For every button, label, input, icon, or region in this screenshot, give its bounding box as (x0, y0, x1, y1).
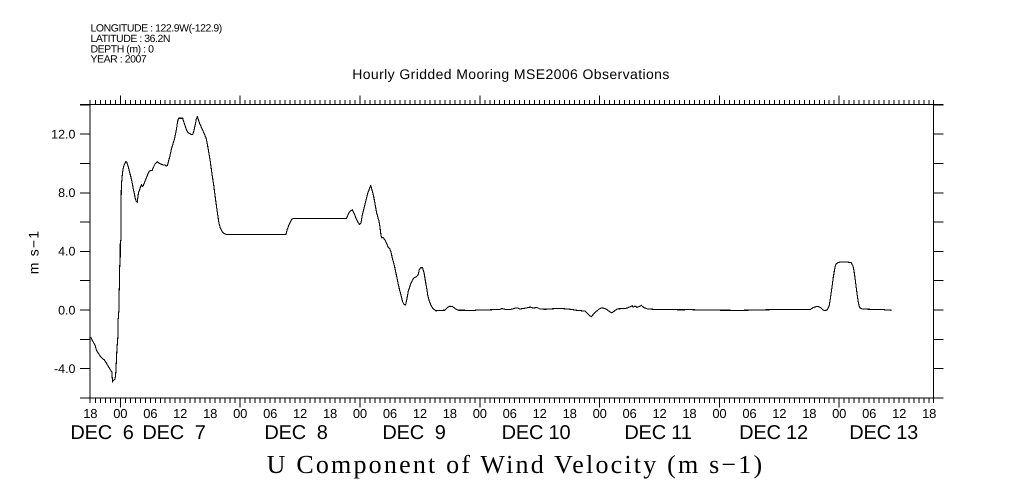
svg-text:18: 18 (83, 406, 97, 421)
svg-text:0.0: 0.0 (58, 303, 75, 317)
svg-text:06: 06 (143, 406, 157, 421)
svg-text:18: 18 (323, 406, 337, 421)
svg-text:DEC 7: DEC 7 (142, 422, 205, 444)
svg-text:12: 12 (173, 406, 187, 421)
svg-text:18: 18 (443, 406, 457, 421)
svg-text:00: 00 (832, 406, 846, 421)
svg-text:DEC 6: DEC 6 (70, 422, 133, 444)
svg-text:8.0: 8.0 (58, 186, 75, 200)
svg-text:DEC 8: DEC 8 (264, 422, 327, 444)
svg-text:06: 06 (862, 406, 876, 421)
svg-text:12: 12 (413, 406, 427, 421)
svg-text:DEC 13: DEC 13 (849, 422, 918, 444)
svg-text:06: 06 (622, 406, 636, 421)
svg-text:4.0: 4.0 (58, 245, 75, 259)
svg-text:00: 00 (712, 406, 726, 421)
svg-text:18: 18 (682, 406, 696, 421)
svg-text:12: 12 (892, 406, 906, 421)
svg-text:YEAR : 2007: YEAR : 2007 (91, 54, 147, 66)
svg-text:18: 18 (802, 406, 816, 421)
svg-text:12: 12 (293, 406, 307, 421)
svg-text:06: 06 (742, 406, 756, 421)
svg-text:-4.0: -4.0 (54, 362, 76, 376)
svg-text:00: 00 (353, 406, 367, 421)
svg-text:18: 18 (922, 406, 936, 421)
svg-text:DEC 12: DEC 12 (739, 422, 808, 444)
svg-text:Hourly Gridded Mooring MSE2006: Hourly Gridded Mooring MSE2006 Observati… (352, 66, 670, 82)
svg-text:LONGITUDE : 122.9W(-122.9): LONGITUDE : 122.9W(-122.9) (91, 23, 222, 35)
svg-text:00: 00 (113, 406, 127, 421)
svg-text:DEPTH (m) : 0: DEPTH (m) : 0 (91, 43, 155, 55)
svg-text:00: 00 (233, 406, 247, 421)
svg-text:00: 00 (473, 406, 487, 421)
svg-text:06: 06 (263, 406, 277, 421)
svg-text:DEC 11: DEC 11 (624, 422, 691, 444)
svg-text:00: 00 (593, 406, 607, 421)
svg-text:12: 12 (772, 406, 786, 421)
svg-text:06: 06 (503, 406, 517, 421)
svg-text:18: 18 (563, 406, 577, 421)
svg-text:DEC 10: DEC 10 (502, 422, 571, 444)
svg-text:U Component of Wind Velocity (: U Component of Wind Velocity (m s−1) (267, 450, 765, 479)
svg-text:m s−1: m s−1 (26, 230, 42, 275)
svg-text:DEC 9: DEC 9 (382, 422, 445, 444)
svg-text:06: 06 (383, 406, 397, 421)
svg-text:12: 12 (533, 406, 547, 421)
svg-text:18: 18 (203, 406, 217, 421)
svg-text:12.0: 12.0 (51, 127, 75, 141)
svg-text:LATITUDE : 36.2N: LATITUDE : 36.2N (91, 33, 171, 45)
svg-text:12: 12 (652, 406, 666, 421)
